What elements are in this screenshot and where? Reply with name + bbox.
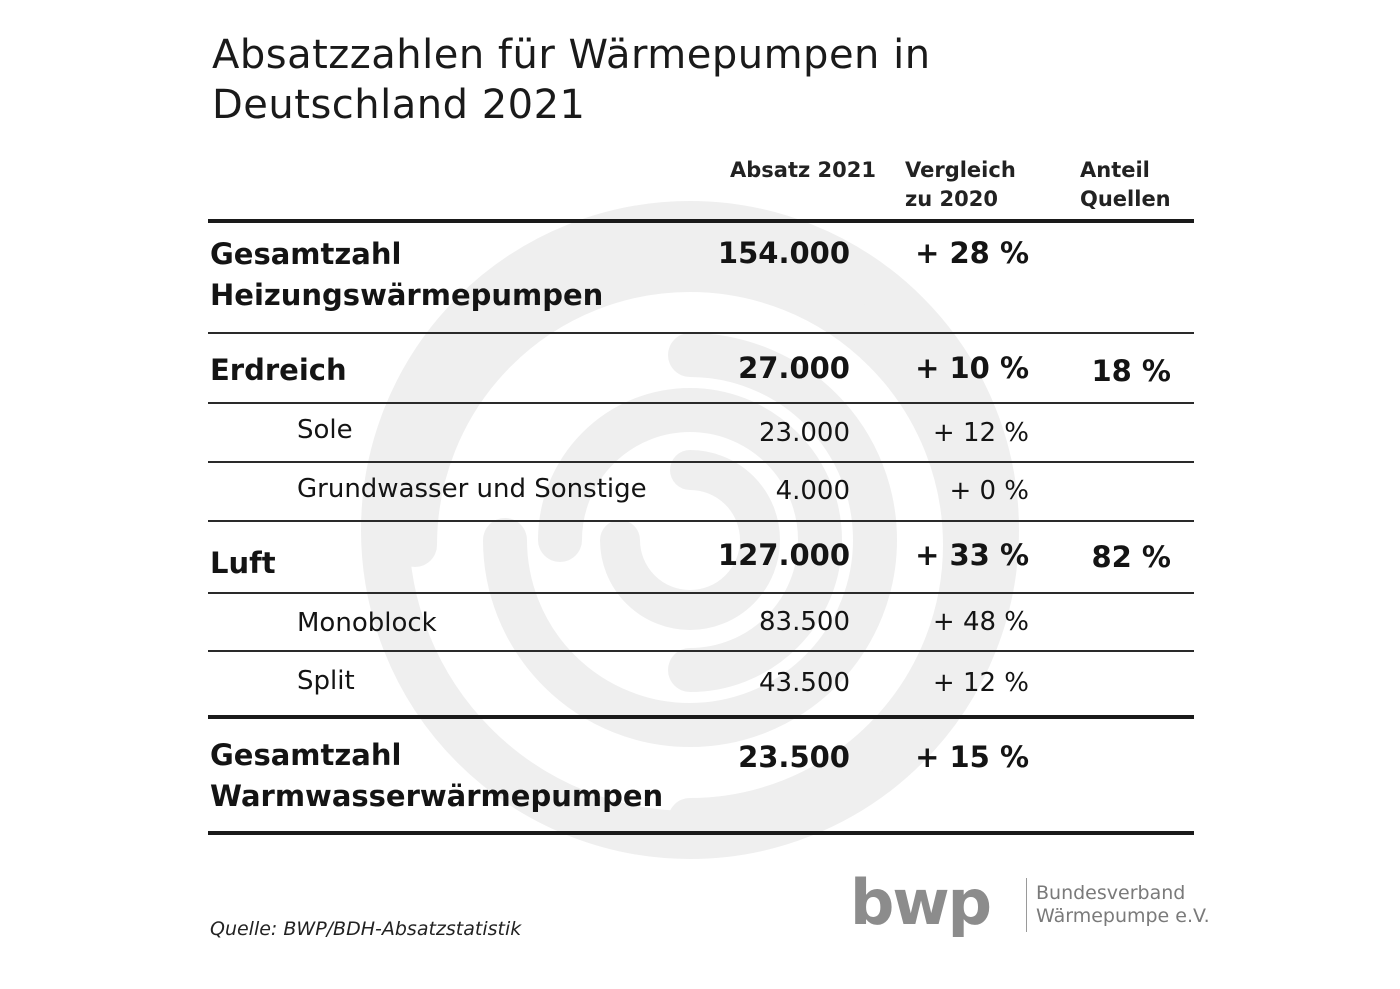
row-divider <box>208 520 1194 522</box>
column-header-vergleich-line-2: zu 2020 <box>905 187 998 211</box>
row-divider <box>208 650 1194 652</box>
column-header-anteil-line-1: Anteil <box>1080 158 1150 182</box>
logo-divider <box>1026 878 1027 932</box>
row-label-erdreich: Erdreich <box>210 353 347 387</box>
section-rule <box>208 715 1194 719</box>
logo-text-line-1: Bundesverband <box>1036 882 1186 904</box>
title-line-1: Absatzzahlen für Wärmepumpen in <box>212 32 931 78</box>
bwp-logo: bwp <box>850 866 992 939</box>
chart-title: Absatzzahlen für Wärmepumpen in Deutschl… <box>212 30 1112 130</box>
row-label-sole: Sole <box>297 415 353 445</box>
row-label-warmwasser-line-1: Gesamtzahl <box>210 738 402 772</box>
value-absatz-erdreich: 27.000 <box>738 351 850 385</box>
value-vergleich-split: + 12 % <box>932 668 1029 698</box>
column-header-anteil-line-2: Quellen <box>1080 187 1171 211</box>
value-absatz-split: 43.500 <box>759 668 850 698</box>
column-header-anteil: Anteil Quellen <box>1080 156 1171 214</box>
row-label-heizung-line-1: Gesamtzahl <box>210 237 402 271</box>
value-absatz-grundwasser: 4.000 <box>775 476 850 506</box>
table-bottom-rule <box>208 831 1194 835</box>
row-label-heizung-line-2: Heizungswärmepumpen <box>210 278 604 312</box>
title-line-2: Deutschland 2021 <box>212 82 586 128</box>
value-vergleich-monoblock: + 48 % <box>932 607 1029 637</box>
row-label-luft: Luft <box>210 546 276 580</box>
row-label-warmwasser: Gesamtzahl Warmwasserwärmepumpen <box>210 735 663 817</box>
row-label-monoblock: Monoblock <box>297 608 437 638</box>
column-header-absatz: Absatz 2021 <box>730 156 876 185</box>
value-absatz-heizung: 154.000 <box>717 236 850 270</box>
row-label-split: Split <box>297 666 355 696</box>
logo-text: Bundesverband Wärmepumpe e.V. <box>1036 882 1210 928</box>
logo-text-line-2: Wärmepumpe e.V. <box>1036 905 1210 927</box>
row-label-warmwasser-line-2: Warmwasserwärmepumpen <box>210 779 664 813</box>
row-label-heizung: Gesamtzahl Heizungswärmepumpen <box>210 234 603 316</box>
column-header-absatz-text: Absatz 2021 <box>730 158 876 182</box>
row-divider <box>208 402 1194 404</box>
column-header-vergleich: Vergleich zu 2020 <box>905 156 1016 214</box>
row-divider <box>208 461 1194 463</box>
value-anteil-luft: 82 % <box>1091 540 1171 574</box>
value-vergleich-grundwasser: + 0 % <box>949 476 1029 506</box>
value-absatz-sole: 23.000 <box>759 418 850 448</box>
row-divider <box>208 592 1194 594</box>
row-divider <box>208 332 1194 334</box>
value-vergleich-sole: + 12 % <box>932 418 1029 448</box>
value-anteil-erdreich: 18 % <box>1091 354 1171 388</box>
value-vergleich-heizung: + 28 % <box>915 236 1029 270</box>
value-vergleich-erdreich: + 10 % <box>915 351 1029 385</box>
source-note: Quelle: BWP/BDH-Absatzstatistik <box>210 918 522 940</box>
value-absatz-monoblock: 83.500 <box>759 607 850 637</box>
value-vergleich-warmwasser: + 15 % <box>915 740 1029 774</box>
row-label-grundwasser: Grundwasser und Sonstige <box>297 474 647 504</box>
value-absatz-luft: 127.000 <box>717 538 850 572</box>
value-vergleich-luft: + 33 % <box>915 538 1029 572</box>
column-header-vergleich-line-1: Vergleich <box>905 158 1016 182</box>
value-absatz-warmwasser: 23.500 <box>738 740 850 774</box>
header-rule <box>208 219 1194 223</box>
